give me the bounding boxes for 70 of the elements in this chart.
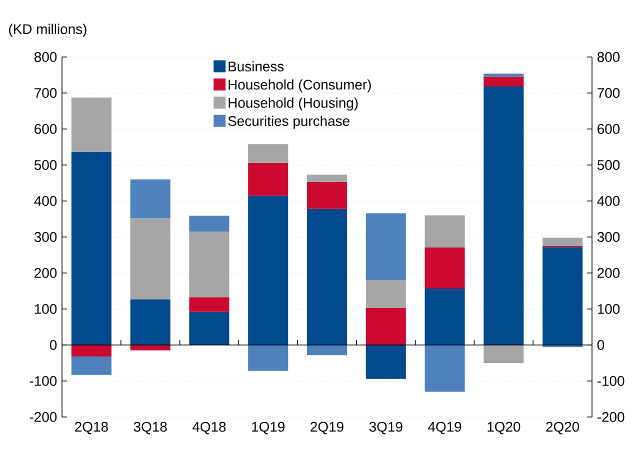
y2-tick-label: 0 [597,340,604,350]
bar [306,345,348,356]
bar [130,345,170,350]
bar [366,308,406,345]
y-tick-label: 0 [50,340,57,350]
bar [248,196,288,345]
x-tick-label: 4Q19 [428,422,462,434]
bar [484,345,524,363]
y-tick-label: 300 [34,232,57,242]
x-tick-label: 1Q19 [252,422,285,434]
x-tick-label: 2Q20 [546,422,580,434]
bar [71,356,112,375]
x-tick-label: 3Q18 [134,422,167,434]
x-tick-label: 4Q18 [192,422,226,434]
bar [424,247,465,288]
bar [189,297,230,312]
bar [248,162,288,196]
y-tick-label: -100 [30,376,57,386]
bar [424,215,465,248]
y-tick-label: 400 [34,196,57,206]
bar [484,76,524,87]
legend-label: Securities purchase [228,116,350,129]
bar [130,299,170,345]
y2-tick-label: 700 [598,88,620,98]
y-tick-label: 700 [34,88,57,98]
bar [366,213,406,280]
legend-label: Household (Housing) [228,98,358,111]
y2-tick-label: 500 [597,160,620,170]
bar [366,280,406,308]
y2-tick-label: -100 [597,376,624,386]
y-tick-label: 200 [34,268,57,278]
bar [542,238,583,246]
y2-tick-label: 200 [598,268,620,278]
y2-tick-label: 800 [597,52,620,62]
legend-label: Business [228,61,284,72]
y-axis-title: (KD millions) [9,24,86,37]
bar [484,86,524,345]
bar [484,74,524,77]
bar [71,152,112,345]
bar [248,144,288,163]
y2-tick-label: 600 [598,124,620,134]
bar [189,216,230,232]
bar [189,232,230,298]
bar [424,345,465,392]
bar [130,218,170,300]
y-tick-label: 600 [34,124,57,134]
bar [366,345,406,379]
y-tick-label: 500 [34,160,57,170]
bar [306,182,348,209]
y2-tick-label: 400 [597,196,620,206]
x-tick-label: 2Q18 [75,422,108,434]
x-tick-label: 3Q19 [369,422,402,434]
bar [71,98,112,152]
y2-tick-label: -200 [597,412,624,422]
legend-label: Household (Consumer) [228,79,371,92]
y-tick-label: -200 [30,412,57,422]
bar [130,179,170,218]
y2-tick-label: 100 [598,304,620,314]
y-tick-label: 800 [34,52,57,62]
x-tick-label: 2Q19 [310,422,344,434]
bar [424,288,465,345]
y2-tick-label: 300 [597,232,620,242]
bar [189,312,230,345]
y-tick-label: 100 [34,304,57,314]
bar [306,208,348,345]
bar [71,345,112,357]
bar [542,247,583,345]
bar [306,174,348,182]
bar [248,345,288,371]
x-tick-label: 1Q20 [488,422,520,434]
